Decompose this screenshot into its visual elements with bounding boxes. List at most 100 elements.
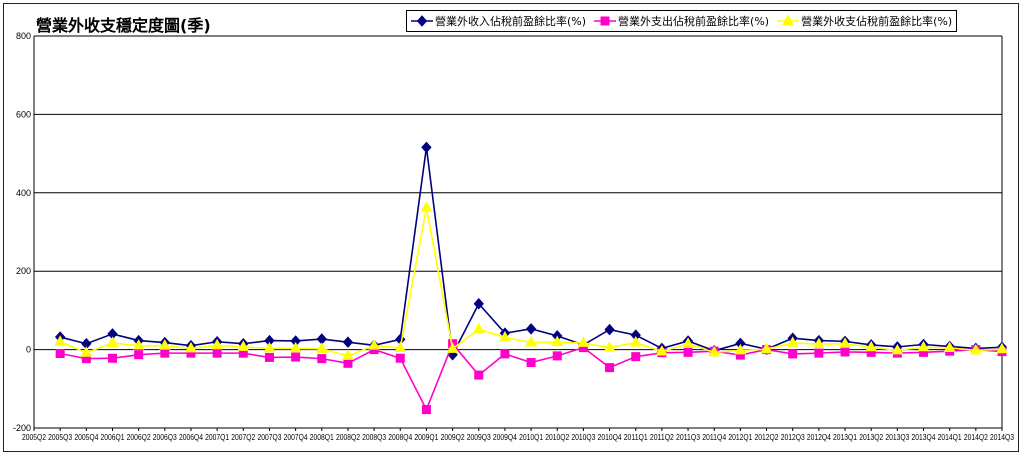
x-tick-label: 2006Q1	[100, 433, 124, 442]
x-tick-label: 2007Q2	[231, 433, 255, 442]
y-tick-label: 400	[16, 188, 31, 198]
data-point	[917, 340, 930, 352]
x-tick-label: 2011Q3	[676, 433, 700, 442]
data-point	[474, 370, 484, 380]
x-tick-label: 2010Q2	[545, 433, 569, 442]
data-point	[525, 323, 537, 335]
data-point	[734, 343, 747, 355]
data-point	[55, 349, 65, 359]
x-tick-label: 2011Q2	[650, 433, 674, 442]
x-tick-label: 2008Q4	[388, 433, 412, 442]
data-point	[525, 336, 537, 347]
legend-label: 營業外收入佔稅前盈餘比率(%)	[435, 15, 587, 28]
data-point	[605, 363, 615, 373]
x-tick-label: 2013Q4	[912, 433, 936, 442]
x-tick-label: 2006Q4	[179, 433, 203, 442]
x-tick-label: 2013Q1	[833, 433, 857, 442]
data-point	[394, 341, 407, 353]
legend-entry: 營業外支出佔稅前盈餘比率(%)	[594, 13, 769, 29]
data-point	[760, 342, 773, 354]
legend-label: 營業外支出佔稅前盈餘比率(%)	[618, 15, 770, 28]
x-tick-label: 2007Q4	[284, 433, 308, 442]
x-tick-label: 2005Q3	[48, 433, 72, 442]
x-tick-label: 2006Q2	[127, 433, 151, 442]
data-point	[499, 330, 511, 342]
legend: 營業外收入佔稅前盈餘比率(%) 營業外支出佔稅前盈餘比率(%) 營業外收支佔稅前盈餘…	[406, 10, 958, 32]
legend-marker	[416, 15, 428, 27]
data-point	[420, 201, 433, 212]
x-tick-label: 2008Q3	[362, 433, 386, 442]
legend-marker	[600, 16, 610, 26]
x-tick-label: 2012Q3	[781, 433, 805, 442]
legend-entry: 營業外收入佔稅前盈餘比率(%)	[411, 13, 586, 29]
y-tick-label: 600	[16, 109, 31, 119]
x-tick-label: 2010Q3	[571, 433, 595, 442]
x-tick-label: 2010Q1	[519, 433, 543, 442]
x-tick-label: 2013Q3	[885, 433, 909, 442]
chart-title: 營業外收支穩定度圖(季)	[36, 16, 211, 35]
x-tick-label: 2014Q2	[964, 433, 988, 442]
x-tick-label: 2009Q1	[414, 433, 438, 442]
data-point	[158, 339, 171, 350]
x-tick-label: 2006Q3	[153, 433, 177, 442]
data-point	[552, 351, 562, 361]
data-point	[473, 297, 484, 310]
series-line	[60, 342, 1003, 412]
data-point	[106, 336, 119, 347]
data-point	[289, 341, 302, 353]
data-point	[421, 141, 432, 154]
data-point	[631, 352, 641, 362]
legend-marker	[782, 15, 794, 25]
legend-entry: 營業外收支佔稅前盈餘比率(%)	[777, 13, 952, 29]
x-tick-label: 2009Q3	[467, 433, 491, 442]
data-point	[421, 405, 431, 415]
chart-frame: 營業外收支穩定度圖(季) 營業外收入佔稅前盈餘比率(%) 營業外支出佔稅前盈餘比率…	[3, 3, 1019, 452]
x-tick-label: 2007Q3	[257, 433, 281, 442]
data-point	[472, 322, 485, 334]
data-point	[342, 349, 354, 360]
data-point	[317, 354, 327, 364]
data-point	[604, 323, 615, 336]
data-point	[943, 341, 956, 353]
y-tick-label: 200	[16, 266, 31, 276]
data-point	[395, 353, 405, 363]
data-point	[708, 345, 721, 357]
data-point	[788, 349, 798, 359]
data-point	[813, 337, 825, 349]
data-point	[263, 341, 276, 353]
y-tick-label: 800	[16, 31, 31, 41]
data-point	[54, 335, 67, 346]
x-tick-label: 2013Q2	[859, 433, 883, 442]
data-point	[786, 336, 799, 347]
data-point	[107, 353, 117, 363]
data-point	[629, 336, 642, 347]
data-point	[315, 342, 328, 353]
data-point	[839, 337, 851, 348]
diamond-marker-icon	[411, 15, 433, 27]
square-marker-icon	[594, 16, 617, 26]
data-point	[865, 340, 878, 352]
data-point	[996, 342, 1008, 354]
data-point	[134, 350, 144, 360]
data-point	[185, 341, 197, 353]
x-tick-label: 2007Q1	[205, 433, 229, 442]
x-tick-label: 2011Q1	[624, 433, 648, 442]
data-point	[343, 358, 353, 368]
x-tick-label: 2012Q1	[728, 433, 752, 442]
data-point	[551, 335, 564, 347]
data-point	[160, 348, 170, 358]
data-point	[814, 348, 824, 358]
data-point	[368, 339, 380, 350]
data-point	[682, 337, 694, 348]
x-tick-label: 2005Q4	[74, 433, 98, 442]
data-point	[291, 352, 301, 362]
x-tick-label: 2011Q4	[702, 433, 726, 442]
y-tick-label: 0	[26, 345, 31, 355]
data-point	[683, 347, 693, 357]
x-tick-label: 2005Q2	[22, 433, 46, 442]
x-tick-label: 2008Q1	[310, 433, 334, 442]
x-tick-label: 2008Q2	[336, 433, 360, 442]
x-tick-label: 2012Q4	[807, 433, 831, 442]
data-point	[969, 343, 982, 355]
